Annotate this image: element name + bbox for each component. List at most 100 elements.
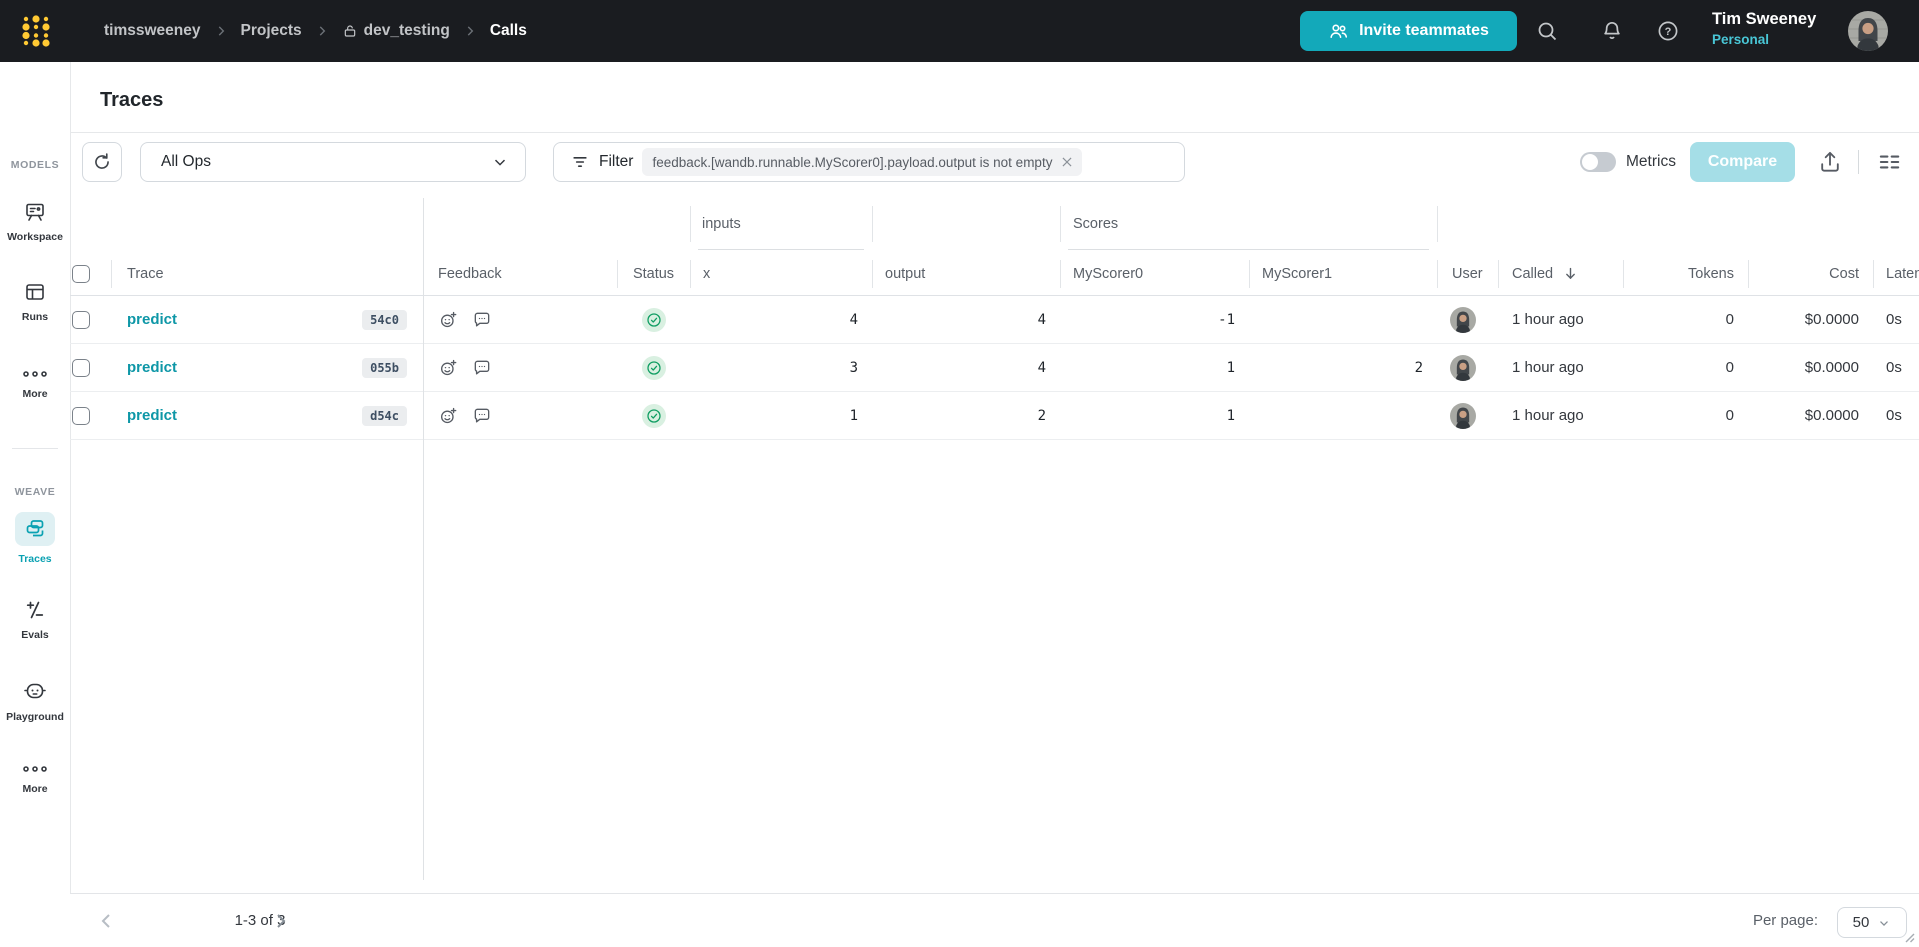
filter-icon[interactable] bbox=[570, 152, 590, 172]
add-reaction-icon[interactable] bbox=[439, 406, 459, 426]
col-header-called[interactable]: Called bbox=[1498, 252, 1623, 295]
col-header-output[interactable]: output bbox=[885, 265, 926, 282]
refresh-icon bbox=[91, 151, 113, 173]
add-reaction-icon[interactable] bbox=[439, 310, 459, 330]
search-icon[interactable] bbox=[1535, 19, 1559, 43]
lock-icon bbox=[342, 23, 358, 39]
per-page-select[interactable]: 50 bbox=[1837, 907, 1907, 938]
filter-label[interactable]: Filter bbox=[599, 153, 634, 170]
column-settings-icon[interactable] bbox=[1876, 149, 1902, 175]
trace-id-chip: 055b bbox=[362, 357, 407, 378]
compare-button[interactable]: Compare bbox=[1690, 142, 1795, 182]
help-icon[interactable]: ? bbox=[1656, 19, 1680, 43]
user-menu[interactable]: Tim Sweeney Personal bbox=[1712, 11, 1816, 46]
evals-icon bbox=[0, 598, 70, 622]
cell-tokens: 0 bbox=[1725, 359, 1734, 376]
invite-teammates-button[interactable]: Invite teammates bbox=[1300, 11, 1517, 51]
prev-page-button[interactable] bbox=[95, 909, 119, 933]
pagination-range: 1-3 of 3 bbox=[234, 912, 286, 929]
breadcrumb: timssweeney Projects dev_testing Calls bbox=[104, 0, 527, 62]
add-reaction-icon[interactable] bbox=[439, 358, 459, 378]
cell-latency: 0s bbox=[1886, 407, 1902, 424]
select-all-checkbox[interactable] bbox=[72, 264, 90, 283]
sidebar-item-more-weave[interactable]: More bbox=[0, 762, 70, 795]
breadcrumb-account[interactable]: timssweeney bbox=[104, 22, 201, 39]
notifications-bell-icon[interactable] bbox=[1600, 19, 1624, 43]
per-page-value: 50 bbox=[1852, 914, 1870, 931]
row-checkbox[interactable] bbox=[72, 358, 90, 377]
cell-myscorer1: 2 bbox=[1414, 359, 1423, 376]
breadcrumb-projects[interactable]: Projects bbox=[240, 22, 302, 39]
playground-robot-icon bbox=[0, 678, 70, 704]
resize-handle-icon[interactable] bbox=[1904, 932, 1916, 944]
breadcrumb-project[interactable]: dev_testing bbox=[342, 22, 450, 40]
header-divider bbox=[70, 132, 1919, 133]
col-header-myscorer0[interactable]: MyScorer0 bbox=[1073, 265, 1144, 282]
table-row[interactable]: predict 055b 3 4 1 2 1 hour ago 0 $0.0000… bbox=[70, 344, 1919, 392]
col-header-user[interactable]: User bbox=[1452, 265, 1483, 282]
ops-filter-value: All Ops bbox=[161, 153, 211, 170]
col-header-latency[interactable]: Latency bbox=[1886, 265, 1919, 282]
cell-cost: $0.0000 bbox=[1804, 407, 1859, 424]
comment-icon[interactable] bbox=[472, 310, 492, 330]
chevron-right-icon bbox=[315, 24, 329, 38]
close-icon[interactable] bbox=[1060, 155, 1074, 169]
traces-icon bbox=[23, 517, 47, 541]
more-dots-icon bbox=[0, 367, 70, 381]
cell-output: 4 bbox=[1037, 311, 1046, 328]
avatar[interactable] bbox=[1848, 11, 1888, 51]
cell-called: 1 hour ago bbox=[1512, 311, 1584, 328]
cell-output: 4 bbox=[1037, 359, 1046, 376]
sidebar-item-evals[interactable]: Evals bbox=[0, 598, 70, 641]
pinned-column-divider bbox=[423, 198, 424, 880]
col-header-cost[interactable]: Cost bbox=[1829, 265, 1859, 282]
col-header-trace[interactable]: Trace bbox=[127, 265, 164, 282]
cell-cost: $0.0000 bbox=[1804, 359, 1859, 376]
workspace-icon bbox=[0, 200, 70, 224]
export-icon[interactable] bbox=[1817, 149, 1843, 175]
trace-link[interactable]: predict bbox=[127, 407, 178, 424]
col-header-myscorer1[interactable]: MyScorer1 bbox=[1262, 265, 1333, 282]
invite-people-icon bbox=[1328, 21, 1349, 42]
row-checkbox[interactable] bbox=[72, 310, 90, 329]
col-header-status[interactable]: Status bbox=[632, 265, 675, 282]
cell-myscorer0: -1 bbox=[1218, 311, 1235, 328]
filter-chip[interactable]: feedback.[wandb.runnable.MyScorer0].payl… bbox=[642, 148, 1083, 176]
sidebar-item-traces[interactable]: Traces bbox=[0, 512, 70, 565]
metrics-toggle-label: Metrics bbox=[1626, 153, 1676, 170]
table-row[interactable]: predict d54c 1 2 1 1 hour ago 0 $0.0000 0… bbox=[70, 392, 1919, 440]
sidebar-item-playground[interactable]: Playground bbox=[0, 678, 70, 723]
col-header-feedback[interactable]: Feedback bbox=[438, 265, 502, 282]
refresh-button[interactable] bbox=[82, 142, 122, 182]
metrics-toggle[interactable] bbox=[1580, 152, 1616, 172]
page-title: Traces bbox=[100, 89, 164, 111]
trace-link[interactable]: predict bbox=[127, 311, 178, 328]
sidebar-section-models: MODELS bbox=[10, 159, 60, 171]
user-avatar bbox=[1450, 306, 1476, 333]
cell-tokens: 0 bbox=[1725, 407, 1734, 424]
comment-icon[interactable] bbox=[472, 406, 492, 426]
cell-myscorer0: 1 bbox=[1226, 359, 1235, 376]
runs-icon bbox=[0, 280, 70, 304]
status-success-icon bbox=[641, 355, 666, 380]
sidebar-item-workspace[interactable]: Workspace bbox=[0, 200, 70, 243]
table-footer: 1-3 of 3 Per page: 50 bbox=[70, 893, 1919, 947]
row-checkbox[interactable] bbox=[72, 406, 90, 425]
table-row[interactable]: predict 54c0 4 4 -1 1 hour ago 0 $0.0000 … bbox=[70, 296, 1919, 344]
next-page-button[interactable] bbox=[268, 909, 292, 933]
cell-myscorer0: 1 bbox=[1226, 407, 1235, 424]
col-header-tokens[interactable]: Tokens bbox=[1688, 265, 1734, 282]
comment-icon[interactable] bbox=[472, 358, 492, 378]
user-plan-badge: Personal bbox=[1712, 31, 1770, 47]
top-navbar: timssweeney Projects dev_testing Calls I… bbox=[0, 0, 1919, 62]
left-sidebar: MODELS Workspace More Runs More WEAVE Tr… bbox=[0, 62, 71, 946]
status-success-icon bbox=[641, 403, 666, 428]
wandb-logo[interactable] bbox=[18, 13, 54, 49]
col-header-x[interactable]: x bbox=[703, 265, 711, 282]
sort-desc-icon bbox=[1562, 265, 1579, 282]
sidebar-item-more-models[interactable]: More bbox=[0, 367, 70, 400]
ops-filter-select[interactable]: All Ops bbox=[140, 142, 526, 182]
chevron-down-icon bbox=[491, 153, 509, 171]
trace-link[interactable]: predict bbox=[127, 359, 178, 376]
sidebar-item-runs[interactable]: More Runs bbox=[0, 280, 70, 323]
